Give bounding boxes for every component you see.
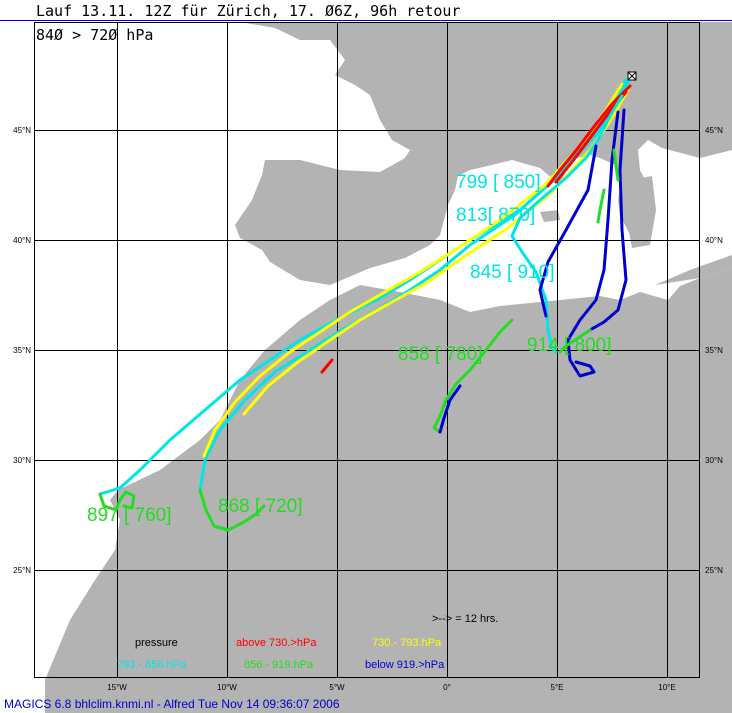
lat-label: 35°N: [13, 346, 31, 355]
trajectory-labels: 799 [ 850] 813[ 870] 845 [ 910] 858 [ 78…: [87, 172, 612, 526]
lon-label: 10°W: [217, 683, 237, 692]
land-layer: [45, 22, 732, 713]
lat-labels-left: 45°N 40°N 35°N 30°N 25°N: [13, 126, 31, 575]
europe-land: [150, 22, 732, 285]
legend-item-red: above 730.>hPa: [236, 637, 317, 649]
trajectory-green-top: [612, 148, 620, 182]
lat-label: 25°N: [13, 566, 31, 575]
trajectory-868-green: [198, 488, 266, 532]
lat-label: 30°N: [705, 456, 723, 465]
trajectory-label: 845 [ 910]: [470, 262, 555, 283]
trajectory-label: 799 [ 850]: [456, 172, 541, 193]
legend-item-cyan: 793.- 856.hPa: [117, 659, 187, 671]
trajectory-858-blue: [438, 384, 462, 434]
lat-label: 40°N: [13, 236, 31, 245]
legend-item-yellow: 730.- 793.hPa: [372, 637, 442, 649]
trajectory-914-blue-2: [588, 108, 628, 332]
trajectory-red-c: [320, 358, 334, 374]
lon-label: 15°W: [107, 683, 127, 692]
sicily-strip: [655, 255, 732, 285]
lat-label: 45°N: [705, 126, 723, 135]
graticule: [34, 22, 700, 678]
map-title: Lauf 13.11. 12Z für Zürich, 17. Ø6Z, 96h…: [36, 2, 460, 20]
trajectory-label: 914 [ 800]: [527, 335, 612, 356]
trajectory-897-green: [98, 490, 136, 512]
legend-pressure-label: pressure: [135, 637, 178, 649]
lon-label: 10°E: [658, 683, 675, 692]
lat-labels-right: 45°N 40°N 35°N 30°N 25°N: [705, 126, 723, 575]
trajectory-845-cyan: [510, 94, 624, 354]
map-subtitle: 84Ø > 72Ø hPa: [36, 26, 153, 44]
trajectory-label: 897 [ 760]: [87, 505, 172, 526]
lat-label: 45°N: [13, 126, 31, 135]
legend-interval-note: >--> = 12 hrs.: [432, 613, 498, 625]
lat-label: 30°N: [13, 456, 31, 465]
sardinia: [626, 176, 656, 248]
trajectory-green-top-2: [596, 188, 606, 224]
lat-label: 35°N: [705, 346, 723, 355]
lon-labels: 15°W 10°W 5°W 0° 5°E 10°E: [107, 683, 676, 692]
footer-credit: MAGICS 6.8 bhlclim.knmi.nl - Alfred Tue …: [4, 697, 340, 711]
trajectory-label: 858 [ 780]: [398, 344, 483, 365]
trajectory-914-blue-3: [538, 144, 598, 318]
lon-label: 0°: [443, 683, 451, 692]
legend: >--> = 12 hrs. pressure above 730.>hPa 7…: [117, 613, 498, 671]
legend-item-green: 856.- 919.hPa: [244, 659, 314, 671]
balearic: [540, 210, 560, 222]
origin-marker-icon: [627, 71, 637, 81]
trajectory-label: 868 [ 720]: [218, 496, 303, 517]
trajectories: [98, 76, 632, 532]
lon-label: 5°E: [551, 683, 564, 692]
trajectory-label: 813[ 870]: [456, 205, 535, 226]
legend-item-blue: below 919.>hPa: [365, 659, 445, 671]
trajectory-red-a: [546, 84, 632, 188]
trajectory-914-green: [558, 328, 592, 354]
lon-label: 5°W: [329, 683, 345, 692]
lat-label: 40°N: [705, 236, 723, 245]
lat-label: 25°N: [705, 566, 723, 575]
trajectory-914-blue: [566, 110, 620, 378]
trajectory-858-green: [432, 318, 514, 434]
africa-land: [45, 268, 732, 713]
